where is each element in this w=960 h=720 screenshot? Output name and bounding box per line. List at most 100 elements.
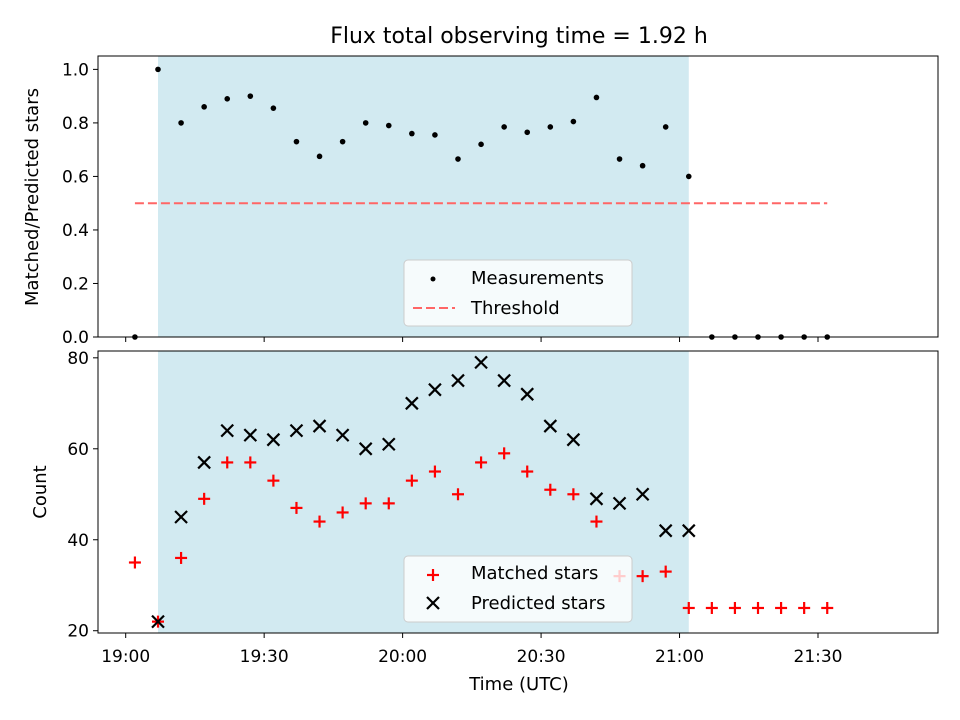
matched-star-point bbox=[728, 601, 741, 614]
x-stroke bbox=[635, 487, 650, 502]
predicted-star-point bbox=[266, 432, 281, 447]
matched-star-point bbox=[590, 515, 603, 528]
x-axis-label: Time (UTC) bbox=[468, 674, 569, 695]
top-y-tick-label: 0.4 bbox=[62, 221, 89, 241]
predicted-star-point bbox=[289, 423, 304, 438]
measurement-point bbox=[593, 94, 600, 101]
bottom-plot-frame bbox=[97, 350, 939, 634]
measurement-point bbox=[455, 156, 461, 162]
top-y-tick-label: 0.6 bbox=[62, 167, 89, 187]
bottom-y-tick-label: 60 bbox=[67, 440, 89, 460]
matched-star-point bbox=[452, 488, 464, 501]
matched-star-point bbox=[336, 506, 349, 519]
x-stroke bbox=[358, 442, 373, 456]
matched-star-point bbox=[198, 492, 211, 505]
top-y-tick-label: 0.2 bbox=[62, 274, 89, 294]
x-stroke bbox=[335, 428, 350, 442]
matched-star-point bbox=[475, 456, 488, 469]
measurement-point bbox=[409, 130, 415, 137]
predicted-star-point bbox=[151, 614, 165, 629]
matched-star-point bbox=[313, 515, 326, 528]
x-stroke bbox=[658, 523, 673, 538]
matched-star-point bbox=[775, 601, 788, 614]
predicted-star-point bbox=[451, 373, 465, 388]
matched-star-point bbox=[659, 565, 672, 578]
matched-star-point bbox=[498, 447, 511, 460]
measurement-point bbox=[685, 173, 692, 180]
x-stroke bbox=[520, 387, 535, 401]
x-stroke bbox=[474, 355, 488, 370]
matched-star-point bbox=[544, 483, 557, 496]
predicted-star-point bbox=[405, 396, 419, 411]
x-stroke bbox=[289, 423, 304, 438]
measurement-point bbox=[385, 122, 392, 129]
top-legend: Measurements Threshold bbox=[403, 259, 633, 327]
top-y-tick-label: 1.0 bbox=[62, 60, 89, 80]
x-stroke bbox=[566, 432, 581, 447]
top-panel: 0.0 0.2 0.4 0.6 0.8 1.0 Matched/Predicted sta… bbox=[22, 55, 939, 348]
predicted-star-point bbox=[635, 487, 650, 502]
predicted-star-point bbox=[358, 442, 373, 456]
legend-matched-marker bbox=[427, 569, 439, 581]
matched-star-point bbox=[382, 497, 395, 510]
matched-star-point bbox=[521, 465, 534, 478]
predicted-star-point bbox=[312, 419, 327, 433]
x-stroke bbox=[589, 492, 604, 506]
predicted-star-point bbox=[681, 523, 696, 538]
x-tick-label: 21:30 bbox=[794, 647, 843, 667]
top-plot-frame bbox=[97, 55, 939, 338]
measurement-point bbox=[224, 96, 231, 102]
matched-star-point bbox=[175, 551, 188, 564]
predicted-star-point bbox=[658, 523, 673, 538]
top-y-tick-label: 0.8 bbox=[62, 114, 89, 134]
legend-matched-label: Matched stars bbox=[471, 563, 598, 584]
predicted-star-point bbox=[612, 496, 627, 511]
measurement-point bbox=[270, 105, 277, 111]
x-stroke bbox=[197, 455, 211, 470]
matched-star-point bbox=[636, 570, 649, 583]
bottom-y-tick-label: 80 bbox=[67, 349, 89, 369]
measurement-point bbox=[432, 132, 438, 138]
legend-threshold-label: Threshold bbox=[470, 298, 560, 319]
legend-measurements-label: Measurements bbox=[471, 268, 604, 289]
measurement-point bbox=[662, 124, 669, 130]
predicted-star-point bbox=[381, 437, 396, 452]
measurement-point bbox=[293, 138, 300, 145]
matched-star-point bbox=[221, 456, 234, 469]
measurement-point bbox=[478, 141, 484, 148]
measurement-point bbox=[547, 124, 554, 130]
matched-star-point bbox=[359, 497, 372, 510]
matched-star-point bbox=[244, 456, 257, 469]
legend-predicted-label: Predicted stars bbox=[471, 593, 605, 614]
matched-star-point bbox=[705, 601, 718, 614]
chart-title: Flux total observing time = 1.92 h bbox=[330, 24, 708, 49]
x-stroke bbox=[151, 614, 165, 629]
matched-star-point bbox=[405, 474, 418, 487]
matched-star-point bbox=[682, 601, 695, 614]
top-y-axis-label: Matched/Predicted stars bbox=[22, 88, 43, 306]
measurement-point bbox=[339, 138, 346, 145]
matched-star-point bbox=[128, 556, 141, 569]
bottom-y-axis-label: Count bbox=[30, 465, 51, 518]
matched-star-point bbox=[428, 465, 441, 478]
matched-star-point bbox=[798, 601, 811, 614]
matched-star-point bbox=[290, 501, 303, 514]
predicted-star-point bbox=[474, 355, 488, 370]
matched-star-point bbox=[567, 488, 580, 501]
predicted-star-point bbox=[174, 510, 188, 524]
measurement-point bbox=[316, 153, 323, 160]
x-stroke bbox=[312, 419, 327, 433]
measurement-point bbox=[524, 129, 531, 136]
measurement-point bbox=[155, 66, 161, 73]
x-tick-label: 21:00 bbox=[655, 647, 704, 667]
x-stroke bbox=[405, 396, 419, 411]
legend-predicted-marker bbox=[426, 596, 440, 610]
measurement-point bbox=[639, 162, 646, 169]
predicted-star-point bbox=[566, 432, 581, 447]
legend-measurement-marker bbox=[430, 276, 436, 282]
measurement-point bbox=[570, 118, 577, 125]
bottom-legend: Matched stars Predicted stars bbox=[403, 555, 633, 623]
x-stroke bbox=[381, 437, 396, 452]
predicted-star-point bbox=[335, 428, 350, 442]
